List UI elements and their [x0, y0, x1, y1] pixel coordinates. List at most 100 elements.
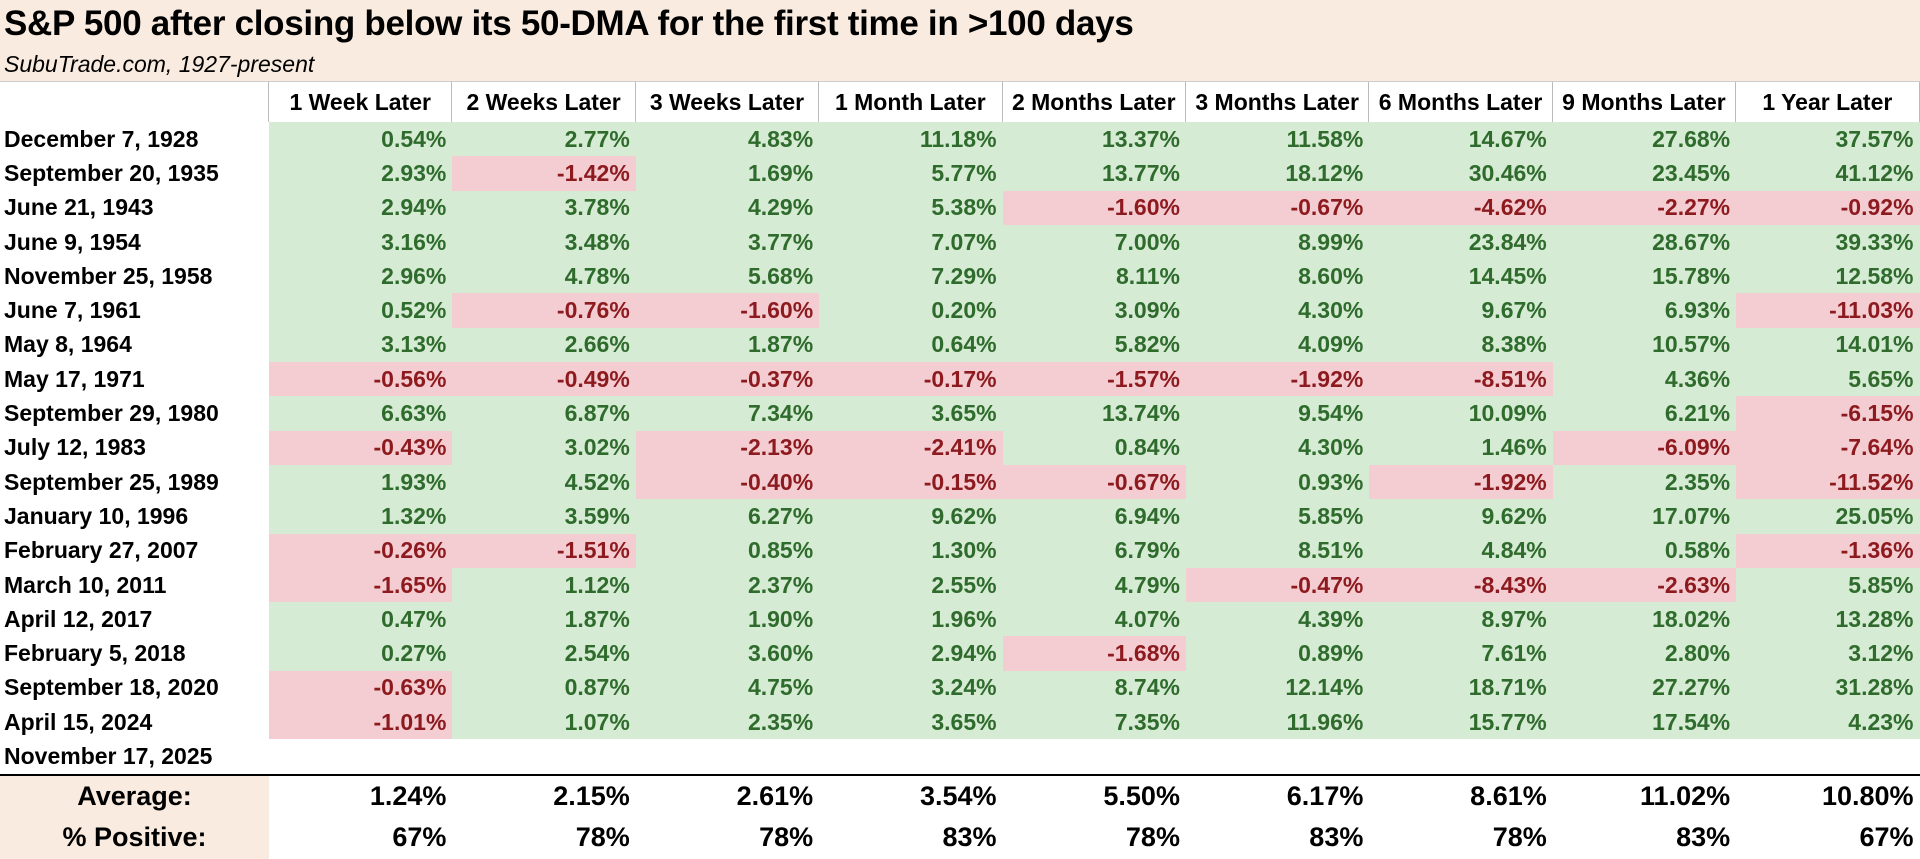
return-cell: 8.74%	[1002, 670, 1186, 706]
return-cell: -1.92%	[1185, 362, 1370, 397]
return-cell: 1.32%	[269, 499, 453, 534]
column-header: 2 Weeks Later	[452, 82, 636, 122]
return-cell: 4.09%	[1185, 327, 1370, 363]
return-cell: 5.82%	[1002, 327, 1186, 363]
return-cell: 2.35%	[635, 705, 820, 740]
header: S&P 500 after closing below its 50-DMA f…	[0, 0, 1920, 81]
return-cell: 15.77%	[1369, 705, 1553, 740]
return-cell: 4.79%	[1002, 567, 1186, 603]
return-cell: 3.13%	[269, 327, 453, 363]
return-cell: -11.52%	[1736, 464, 1920, 500]
return-cell: 8.51%	[1185, 533, 1370, 568]
summary-value: 83%	[1309, 822, 1364, 853]
column-header: 1 Week Later	[269, 82, 453, 122]
return-cell: 3.16%	[269, 224, 453, 260]
data-row: April 12, 2017 0.47% 1.87% 1.90% 1.96% 4.07% 4…	[0, 602, 1920, 637]
return-cell: 1.96%	[819, 602, 1003, 637]
return-cell: 7.29%	[819, 259, 1003, 294]
return-cell: 14.67%	[1369, 122, 1553, 157]
return-cell: -2.63%	[1552, 567, 1737, 603]
date-cell: September 18, 2020	[4, 674, 219, 701]
empty-cell	[452, 739, 635, 773]
return-cell: 7.61%	[1369, 636, 1553, 671]
summary-value: 67%	[392, 822, 447, 853]
return-cell: 4.75%	[635, 670, 820, 706]
return-cell: 0.47%	[269, 602, 453, 637]
return-cell: 8.99%	[1185, 224, 1370, 260]
return-cell: 2.80%	[1552, 636, 1737, 671]
return-cell: 4.52%	[452, 464, 636, 500]
return-cell: 4.30%	[1185, 293, 1370, 328]
column-header: 1 Month Later	[819, 82, 1003, 122]
return-cell: 0.27%	[269, 636, 453, 671]
date-cell: September 20, 1935	[4, 159, 219, 186]
summary-value: 3.54%	[920, 780, 997, 811]
return-cell: 1.93%	[269, 464, 453, 500]
empty-cell	[1736, 739, 1919, 773]
return-cell: 27.27%	[1552, 670, 1737, 706]
return-cell: 2.94%	[269, 190, 453, 225]
return-cell: -0.76%	[452, 293, 636, 328]
empty-cell	[1369, 739, 1552, 773]
return-cell: -1.01%	[269, 705, 453, 740]
summary-label: Average:	[0, 775, 269, 818]
data-row: November 25, 1958 2.96% 4.78% 5.68% 7.29% 8.1…	[0, 259, 1920, 294]
return-cell: 12.14%	[1185, 670, 1370, 706]
return-cell: -0.67%	[1002, 464, 1186, 500]
return-cell: -0.67%	[1185, 190, 1370, 225]
return-cell: -0.26%	[269, 533, 453, 568]
return-cell: 9.67%	[1369, 293, 1553, 328]
corner-cell	[0, 82, 269, 122]
date-cell: November 17, 2025	[4, 742, 213, 769]
return-cell: 5.65%	[1736, 362, 1920, 397]
return-cell: 17.07%	[1552, 499, 1737, 534]
return-cell: -1.57%	[1002, 362, 1186, 397]
summary-value: 78%	[1492, 822, 1547, 853]
return-cell: 18.71%	[1369, 670, 1553, 706]
return-cell: -1.60%	[1002, 190, 1186, 225]
return-cell: 10.57%	[1552, 327, 1737, 363]
return-cell: -1.36%	[1736, 533, 1920, 568]
summary-value: 2.61%	[736, 780, 814, 811]
return-cell: 6.27%	[635, 499, 820, 534]
return-cell: 1.12%	[452, 567, 636, 603]
return-cell: 6.63%	[269, 396, 453, 431]
return-cell: 13.77%	[1002, 156, 1186, 191]
return-cell: -2.41%	[819, 430, 1003, 465]
return-cell: 13.28%	[1736, 602, 1920, 637]
return-cell: -0.56%	[269, 362, 453, 397]
empty-cell	[1003, 739, 1186, 773]
return-cell: 2.37%	[635, 567, 820, 603]
return-cell: -8.43%	[1369, 567, 1553, 603]
data-row: July 12, 1983 -0.43% 3.02% -2.13% -2.41% 0.84…	[0, 430, 1920, 465]
return-cell: 2.55%	[819, 567, 1003, 603]
return-cell: 27.68%	[1552, 122, 1737, 157]
return-cell: -1.60%	[635, 293, 820, 328]
return-cell: 9.62%	[1369, 499, 1553, 534]
empty-cell	[1553, 739, 1736, 773]
return-cell: 4.23%	[1736, 705, 1920, 740]
return-cell: 3.77%	[635, 224, 820, 260]
empty-cell	[269, 739, 452, 773]
return-cell: 3.65%	[819, 705, 1003, 740]
return-cell: 2.96%	[269, 259, 453, 294]
return-cell: 30.46%	[1369, 156, 1553, 191]
date-cell: July 12, 1983	[4, 434, 146, 461]
return-cell: 0.85%	[635, 533, 820, 568]
column-header: 1 Year Later	[1736, 82, 1920, 122]
return-cell: 2.54%	[452, 636, 636, 671]
return-cell: -0.40%	[635, 464, 820, 500]
return-cell: 8.11%	[1002, 259, 1186, 294]
return-cell: 3.09%	[1002, 293, 1186, 328]
date-cell: April 15, 2024	[4, 708, 153, 735]
return-cell: -0.37%	[635, 362, 820, 397]
data-row: December 7, 1928 0.54% 2.77% 4.83% 11.18% 13.…	[0, 122, 1920, 157]
date-cell: February 5, 2018	[4, 640, 186, 667]
return-cell: -0.63%	[269, 670, 453, 706]
date-cell: September 25, 1989	[4, 468, 219, 495]
return-cell: -0.43%	[269, 430, 453, 465]
return-cell: 1.07%	[452, 705, 636, 740]
return-cell: 3.02%	[452, 430, 636, 465]
return-cell: 3.12%	[1736, 636, 1920, 671]
